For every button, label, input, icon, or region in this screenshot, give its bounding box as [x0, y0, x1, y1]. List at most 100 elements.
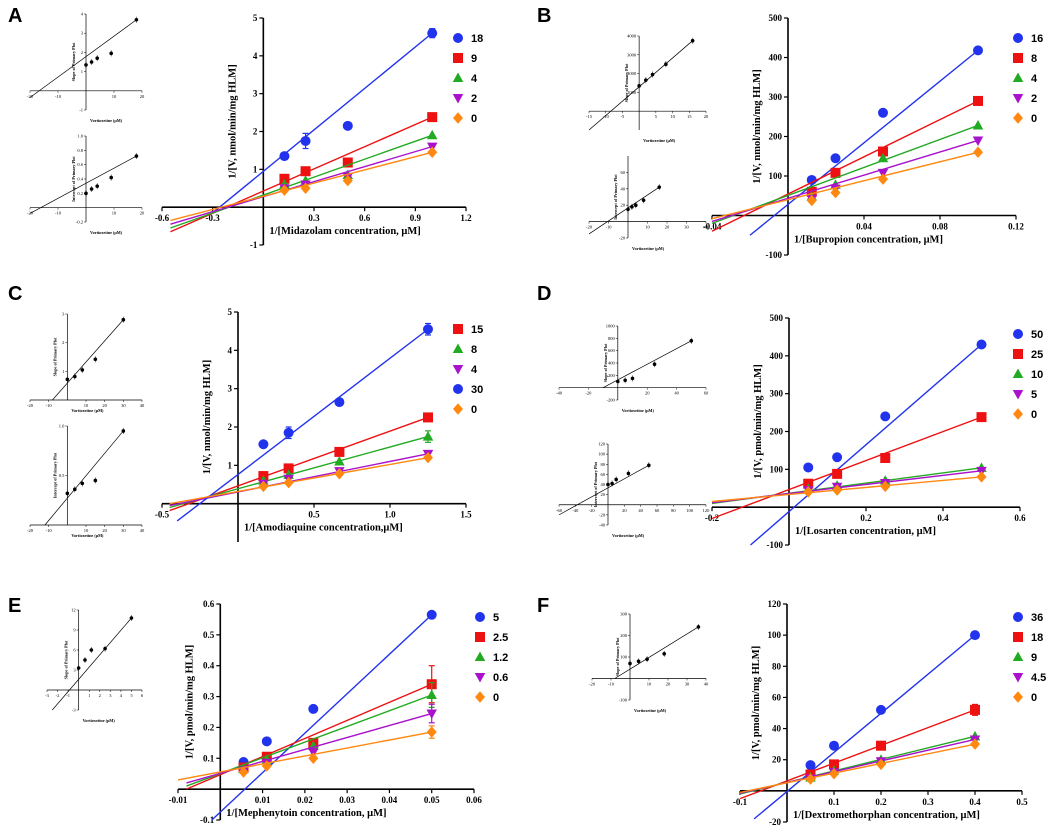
data-point	[279, 184, 290, 196]
panel-B-inset2: -20 -10 10 20 30 40 -20 20 40 60 Vortioxetine (μM)…	[586, 156, 709, 251]
inset-x-tick-label: 6	[141, 693, 144, 698]
legend-marker	[1013, 349, 1023, 359]
data-point	[970, 630, 980, 641]
inset-x-tick-label: 10	[670, 114, 675, 119]
legend-label: 1.2	[493, 652, 508, 664]
inset-x-tick-label: 1	[88, 693, 90, 698]
data-point	[829, 740, 839, 751]
inset-x-axis-label: Vortioxetine (μM)	[71, 533, 104, 538]
inset-data-point	[89, 187, 94, 191]
inset-x-tick-label: 40	[704, 682, 709, 687]
inset-y-axis-label: Slope of Primary Plot	[603, 343, 608, 382]
y-axis-label: 1/[V, pmol/min/mg HLM]	[753, 364, 764, 478]
legend-label: 0	[1031, 113, 1037, 125]
y-tick-label: -20	[769, 817, 781, 827]
data-point	[427, 146, 438, 159]
inset-x-tick-label: -10	[46, 403, 53, 408]
panel-C-inset2: -20 -10 10 20 30 40 0.5 1.0 Vortioxetine (μM) Int…	[27, 424, 145, 539]
inset-x-tick-label: -20	[589, 682, 596, 687]
inset-x-tick-label: 60	[655, 508, 660, 513]
y-tick-label: 400	[770, 351, 784, 361]
inset-x-tick-label: 5	[130, 693, 133, 698]
inset-x-tick-label: 40	[674, 391, 679, 396]
y-axis-label: 1/[V, pmol/min/mg HLM]	[184, 645, 195, 759]
inset-x-tick-label: 20	[102, 403, 107, 408]
x-tick-label: 0.4	[937, 513, 949, 523]
legend-marker	[453, 403, 463, 415]
legend-label: 5	[493, 612, 499, 624]
data-point	[279, 151, 290, 162]
y-tick-label: 200	[769, 132, 783, 142]
data-point	[806, 174, 817, 185]
inset-fit-line	[52, 617, 132, 711]
y-tick-label: 100	[769, 171, 783, 181]
fit-line	[750, 343, 982, 546]
inset-x-tick-label: 40	[140, 403, 145, 408]
y-tick-label: 40	[772, 724, 782, 734]
inset-x-tick-label: 20	[704, 114, 709, 119]
inset-x-tick-label: 2	[99, 693, 101, 698]
inset-x-tick-label: -5	[621, 114, 625, 119]
x-tick-label: 0.5	[308, 510, 320, 520]
inset-y-axis-label: Slope of Primary Plot	[615, 637, 620, 676]
fit-line	[212, 32, 433, 214]
inset-x-tick-label: -60	[556, 508, 563, 513]
inset-fit-line	[588, 186, 660, 235]
fit-line	[753, 634, 976, 820]
legend-marker	[475, 691, 485, 703]
inset-y-axis-label: Intercept of Primary Plot	[52, 452, 57, 498]
inset-x-tick-label: -3	[45, 693, 49, 698]
inset-data-point	[73, 374, 77, 379]
data-point	[877, 152, 889, 163]
legend-marker	[475, 632, 485, 642]
inset-x-axis-label: Vortioxetine (μM)	[622, 408, 655, 413]
x-tick-label: 0.12	[1008, 222, 1024, 232]
legend-marker	[474, 651, 486, 661]
x-tick-label: -0.6	[155, 213, 170, 223]
legend-marker	[452, 94, 464, 104]
y-tick-label: 0.2	[203, 722, 215, 732]
inset-y-tick-label: 1000	[627, 90, 637, 95]
inset-y-tick-label: 20	[601, 492, 606, 497]
inset-data-point	[645, 657, 649, 661]
data-point	[972, 136, 984, 146]
inset-data-point	[93, 357, 98, 362]
inset-data-point	[129, 616, 134, 620]
inset-y-axis-label: Slope of Primary Plot	[64, 640, 69, 679]
legend-label: 25	[1031, 349, 1043, 361]
panel-F: F-0.1 0.1 0.2 0.3 0.4 0.5-20204060801001201/[…	[537, 595, 1046, 827]
x-axis-label: 1/[Midazolam concentration, μM]	[269, 226, 420, 237]
inset-x-tick-label: 60	[704, 391, 709, 396]
inset-x-tick-label: 5	[655, 114, 658, 119]
inset-x-axis-label: Vortioxetine (μM)	[612, 533, 645, 538]
data-point	[334, 456, 345, 466]
inset-x-tick-label: -10	[608, 682, 615, 687]
inset-data-point	[662, 651, 666, 656]
inset-y-tick-label: 1.0	[59, 424, 65, 429]
x-tick-label: 0.03	[339, 795, 355, 805]
inset-data-point	[696, 625, 701, 629]
data-point	[423, 412, 433, 423]
inset-data-point	[690, 38, 695, 43]
data-point	[308, 703, 319, 714]
series-16	[749, 45, 983, 236]
legend-label: 8	[1031, 53, 1037, 65]
fit-line	[186, 683, 432, 790]
y-tick-label: 5	[228, 307, 233, 317]
legend-label: 0	[471, 113, 477, 125]
data-point	[261, 736, 272, 747]
fit-line	[711, 151, 979, 220]
legend-marker	[1013, 33, 1023, 43]
data-point	[803, 462, 814, 473]
panel-label: A	[8, 5, 22, 27]
inset-y-tick-label: 4000	[627, 34, 637, 39]
inset-x-tick-label: -20	[27, 94, 34, 99]
fit-line	[749, 49, 979, 236]
data-point	[832, 452, 843, 463]
panel-E: E -0.01 0.01 0.02 0.03 0.04 0.05 0.06 -0.1 0.1 0.2…	[8, 595, 508, 825]
inset-data-point	[626, 471, 631, 476]
y-axis-label: 1/[V, pmol/min/mg HLM]	[751, 646, 762, 760]
inset-data-point	[623, 378, 627, 383]
inset-data-point	[95, 56, 99, 60]
inset-data-point	[647, 463, 651, 468]
